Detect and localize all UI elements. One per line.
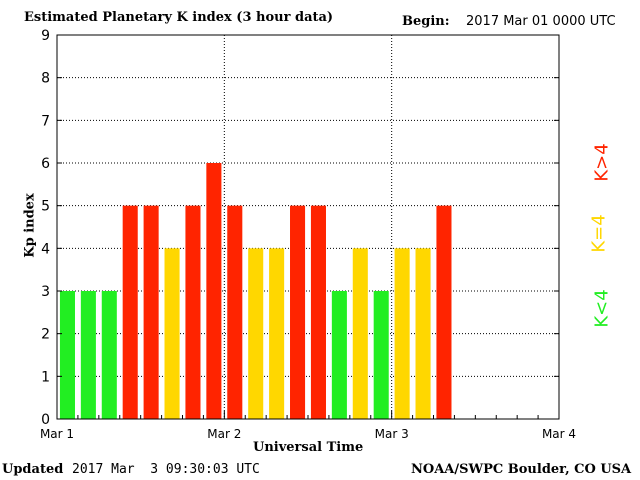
begin-label: Begin: xyxy=(402,14,450,29)
kp-bar xyxy=(164,248,180,419)
ticks-layer xyxy=(56,34,560,420)
x-tick-label: Mar 1 xyxy=(40,427,74,441)
kp-bar xyxy=(185,205,201,419)
y-tick-label: 5 xyxy=(41,199,50,215)
kp-bar xyxy=(415,248,431,419)
x-tick-label: Mar 2 xyxy=(207,427,241,441)
legend-high-label: K>4 xyxy=(591,143,613,182)
y-tick-label: 2 xyxy=(41,327,50,343)
bars-layer xyxy=(59,163,452,419)
x-tick-label: Mar 3 xyxy=(375,427,409,441)
y-tick-label: 4 xyxy=(41,241,50,257)
kp-bar xyxy=(59,291,75,419)
y-tick-label: 0 xyxy=(41,412,50,428)
credit-text: NOAA/SWPC Boulder, CO USA xyxy=(411,462,632,477)
kp-bar xyxy=(122,205,138,419)
legend-low-label: K<4 xyxy=(591,289,613,328)
legend-mid-label: K=4 xyxy=(588,214,610,253)
kp-bar xyxy=(143,205,159,419)
kp-bar xyxy=(290,205,306,419)
y-tick-label: 8 xyxy=(41,71,50,87)
kp-bar xyxy=(352,248,368,419)
kp-bar xyxy=(373,291,389,419)
y-tick-label: 6 xyxy=(41,156,50,172)
kp-bar xyxy=(394,248,410,419)
updated-label: Updated xyxy=(2,462,64,477)
x-axis-label: Universal Time xyxy=(253,440,364,455)
kp-bar xyxy=(269,248,285,419)
y-tick-label: 3 xyxy=(41,284,50,300)
kp-bar xyxy=(310,205,326,419)
kp-bar xyxy=(436,205,452,419)
grid-layer xyxy=(57,35,559,419)
kp-bar xyxy=(80,291,96,419)
kp-bar xyxy=(331,291,347,419)
kp-bar xyxy=(227,205,243,419)
y-axis-label: Kp index xyxy=(22,193,38,258)
kp-bar xyxy=(206,163,222,419)
kp-bar xyxy=(248,248,264,419)
x-tick-label: Mar 4 xyxy=(542,427,576,441)
y-tick-label: 9 xyxy=(41,28,50,44)
begin-value: 2017 Mar 01 0000 UTC xyxy=(466,14,616,29)
kp-bar xyxy=(101,291,117,419)
labels-layer: 0 1 2 3 4 5 6 7 8 9 Mar 1 Mar 2 Mar 3 Mar 4 xyxy=(40,28,576,441)
updated-value: 2017 Mar 3 09:30:03 UTC xyxy=(72,462,260,477)
chart-title: Estimated Planetary K index (3 hour data… xyxy=(24,10,334,25)
y-tick-label: 1 xyxy=(41,369,50,385)
y-tick-label: 7 xyxy=(41,113,50,129)
